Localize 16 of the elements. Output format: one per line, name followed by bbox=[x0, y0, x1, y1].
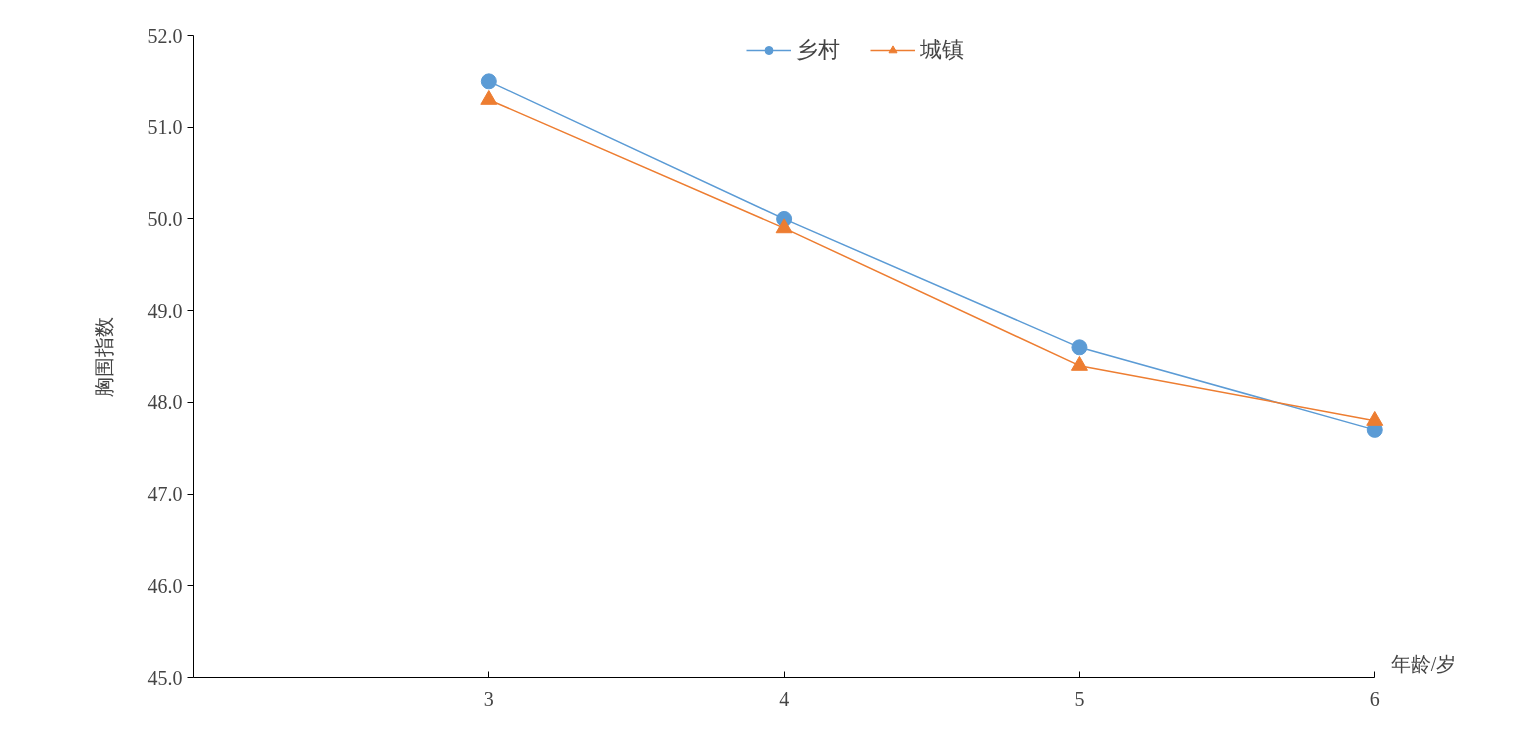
y-tick-label: 49.0 bbox=[147, 299, 183, 322]
x-tick-label: 3 bbox=[483, 687, 494, 710]
y-tick-label: 52.0 bbox=[147, 24, 183, 47]
y-tick-label: 48.0 bbox=[147, 391, 183, 414]
legend-label: 乡村 bbox=[795, 36, 840, 64]
legend-label: 城镇 bbox=[919, 36, 964, 64]
y-tick-label: 51.0 bbox=[147, 116, 183, 139]
y-axis-title: 胸围指数 bbox=[92, 316, 115, 397]
x-axis-title: 年龄/岁 bbox=[1390, 652, 1457, 675]
y-tick-label: 46.0 bbox=[147, 574, 183, 597]
y-tick-label: 50.0 bbox=[147, 207, 183, 230]
x-tick-label: 4 bbox=[779, 687, 790, 710]
x-tick-label: 6 bbox=[1369, 687, 1380, 710]
x-tick-label: 5 bbox=[1074, 687, 1085, 710]
y-tick-label: 45.0 bbox=[147, 666, 183, 689]
y-tick-label: 47.0 bbox=[147, 483, 183, 506]
